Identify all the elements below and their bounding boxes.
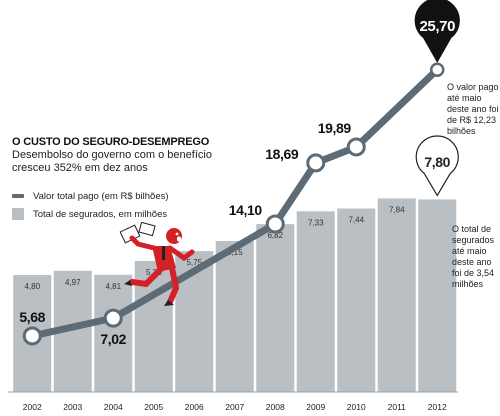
bar-label-2007: 6,15	[227, 248, 243, 257]
bar-label-2004: 4,81	[105, 282, 121, 291]
legend-item-bars: Total de segurados, em milhões	[12, 206, 169, 222]
line-point-2010	[346, 137, 366, 157]
x-tick-2003: 2003	[63, 402, 82, 412]
line-series: 5,68 7,02 14,10 18,69 19,89	[19, 62, 445, 347]
bar-2007	[215, 241, 254, 392]
x-tick-2006: 2006	[185, 402, 204, 412]
bar-2004	[94, 274, 133, 392]
bar-2009	[296, 211, 335, 392]
pin-bar-2012-label: 7,80	[424, 154, 450, 170]
x-tick-2004: 2004	[104, 402, 123, 412]
bar-label-2011: 7,84	[389, 205, 405, 214]
note-segurados: O total de segurados até maio deste ano …	[452, 224, 495, 289]
line-point-2012	[430, 62, 445, 77]
line-label-2008: 14,10	[229, 202, 263, 218]
bar-2010	[337, 208, 376, 392]
x-tick-2009: 2009	[306, 402, 325, 412]
line-label-2004: 7,02	[100, 331, 126, 347]
bar-2011	[377, 198, 416, 392]
chart-subtitle: Desembolso do governo com o benefício cr…	[12, 149, 212, 174]
bar-label-2002: 4,80	[24, 282, 40, 291]
x-tick-2012: 2012	[428, 402, 447, 412]
bar-label-2008: 6,82	[267, 231, 283, 240]
pin-bar-2012: 7,80	[415, 135, 459, 197]
bar-2008	[256, 224, 295, 392]
line-point-2004	[103, 308, 123, 328]
bar-label-2009: 7,33	[308, 218, 324, 227]
x-tick-2008: 2008	[266, 402, 285, 412]
line-point-2008	[265, 214, 285, 234]
pin-line-2012: 25,70	[414, 0, 460, 63]
legend-item-line: Valor total pago (em R$ bilhões)	[12, 188, 169, 204]
legend: Valor total pago (em R$ bilhões) Total d…	[12, 188, 169, 224]
x-tick-2002: 2002	[23, 402, 42, 412]
line-label-2009: 18,69	[265, 146, 299, 162]
bar-2012	[418, 199, 457, 392]
chart-title: O CUSTO DO SEGURO-DESEMPREGO	[12, 136, 210, 148]
x-tick-2010: 2010	[347, 402, 366, 412]
bar-label-2006: 5,75	[186, 258, 202, 267]
pin-line-2012-shape	[414, 0, 460, 63]
running-worker-icon	[119, 222, 195, 306]
x-axis: 2002 2003 2004 2005 2006 2007 2008 2009 2010 2011…	[8, 391, 458, 412]
x-tick-2011: 2011	[388, 402, 407, 412]
line-point-2002	[22, 326, 42, 346]
pin-line-2012-label: 25,70	[419, 18, 455, 35]
bar-label-2003: 4,97	[65, 278, 81, 287]
title-block: O CUSTO DO SEGURO-DESEMPREGO Desembolso …	[12, 136, 212, 175]
x-tick-2007: 2007	[225, 402, 244, 412]
highlight-pins: 25,70 7,80	[414, 0, 460, 197]
pin-bar-2012-shape	[415, 135, 459, 197]
legend-line-swatch	[12, 194, 24, 198]
note-valor-pago: O valor pago até maio deste ano foi de R…	[447, 82, 499, 136]
x-tick-2005: 2005	[144, 402, 163, 412]
line-label-2002: 5,68	[19, 309, 45, 325]
legend-bar-label: Total de segurados, em milhões	[33, 208, 168, 220]
bar-label-2010: 7,44	[348, 216, 364, 225]
legend-line-label: Valor total pago (em R$ bilhões)	[33, 190, 169, 202]
line-path	[28, 66, 441, 340]
legend-bar-swatch	[12, 208, 24, 220]
line-label-2010: 19,89	[318, 120, 352, 136]
line-point-2009	[306, 153, 326, 173]
bar-series	[13, 198, 457, 392]
bar-value-labels: 4,80 4,97 4,815,365,756,156,827,33 7,447,84	[24, 205, 405, 291]
